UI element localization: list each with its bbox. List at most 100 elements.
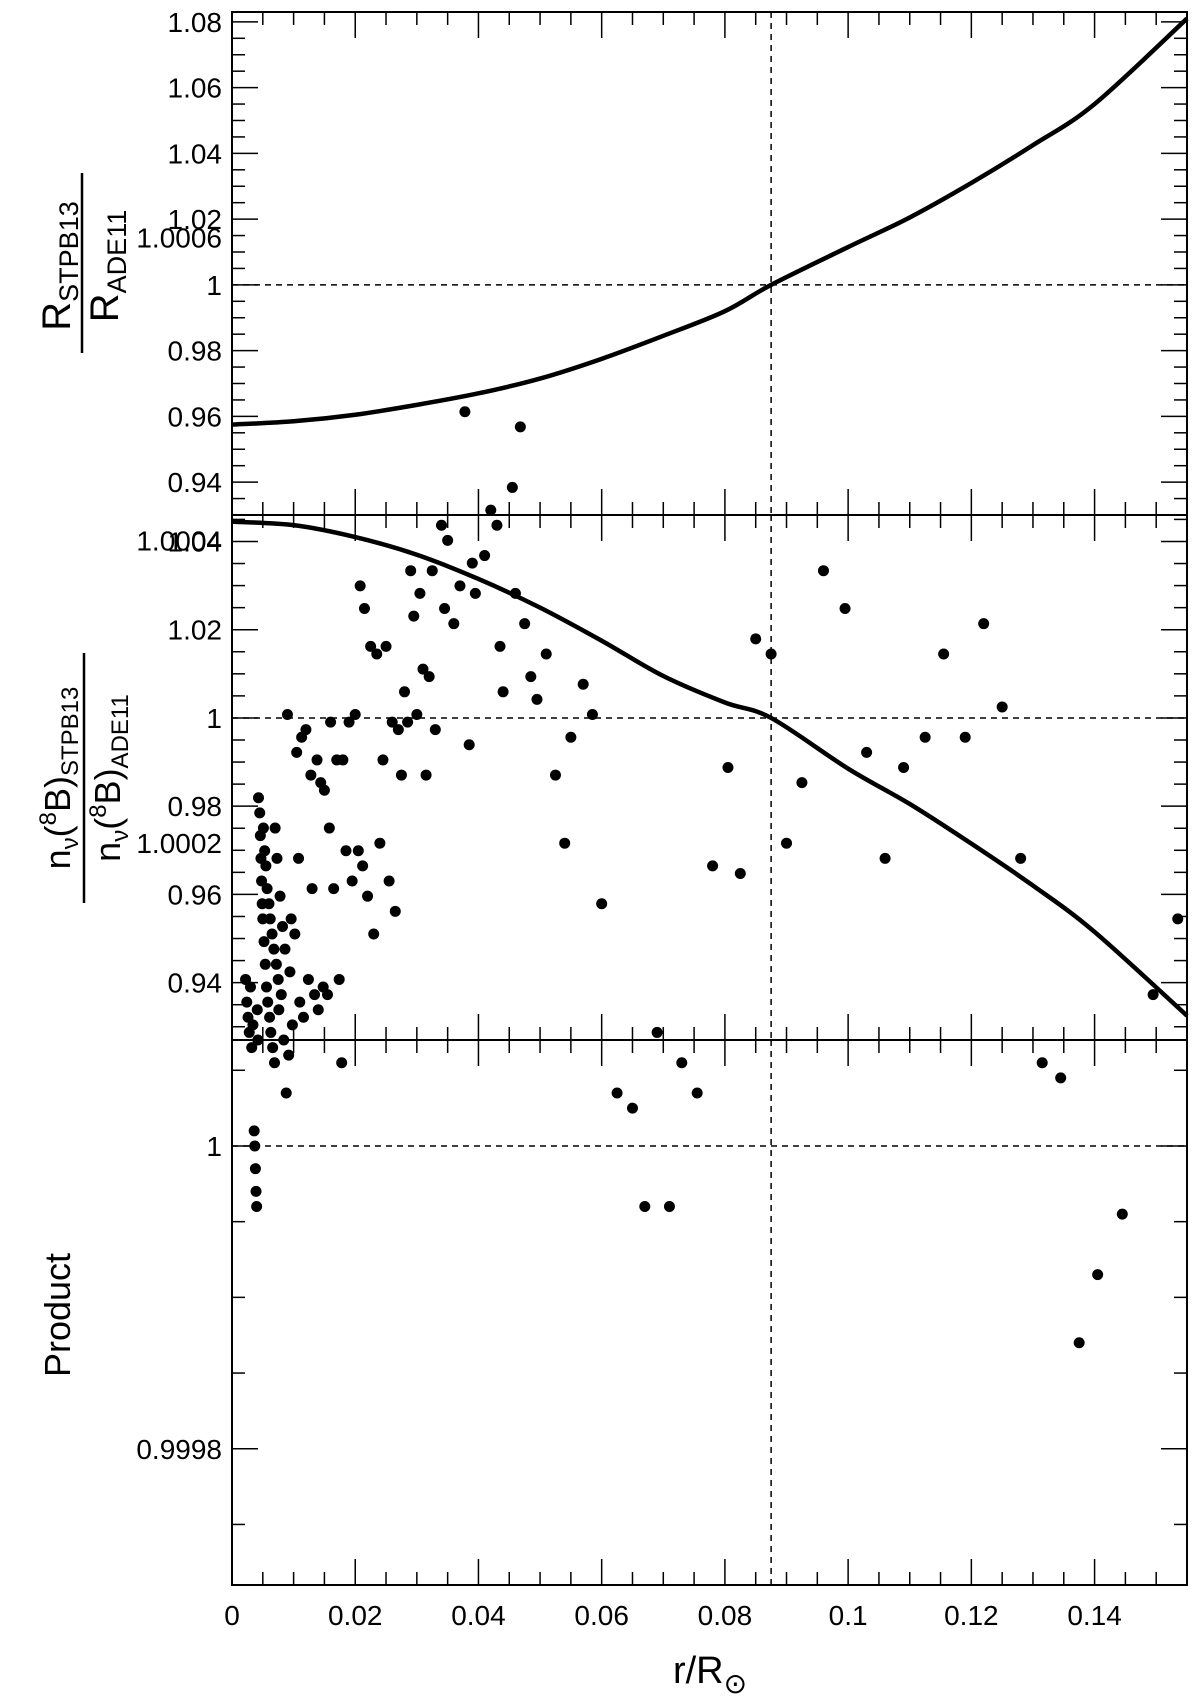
scatter-point bbox=[898, 762, 910, 773]
x-tick-label: 0.02 bbox=[328, 1600, 383, 1631]
scatter-point bbox=[266, 928, 278, 940]
scatter-point bbox=[261, 981, 273, 993]
scatter-point bbox=[294, 996, 306, 1008]
scatter-point bbox=[300, 724, 312, 736]
scatter-point bbox=[469, 587, 481, 599]
scatter-point bbox=[291, 746, 303, 758]
scatter-point bbox=[251, 1201, 263, 1213]
scatter-point bbox=[297, 1011, 309, 1023]
scatter-point bbox=[268, 943, 280, 955]
scatter-point bbox=[519, 618, 531, 630]
scatter-point bbox=[275, 989, 287, 1001]
scatter-point bbox=[485, 504, 497, 516]
scatter-point bbox=[281, 709, 293, 721]
svg-text:nν(8B)STPB13: nν(8B)STPB13 bbox=[35, 687, 84, 870]
scatter-point bbox=[399, 686, 411, 698]
scatter-point bbox=[1116, 1208, 1128, 1220]
scatter-point bbox=[479, 550, 491, 562]
scatter-point bbox=[540, 648, 552, 660]
top-ytick-label: 1.08 bbox=[168, 7, 223, 38]
scatter-point bbox=[264, 913, 276, 925]
scatter-point bbox=[340, 845, 352, 857]
scatter-point bbox=[549, 769, 561, 781]
scatter-point bbox=[817, 565, 829, 577]
scatter-point bbox=[938, 648, 950, 660]
middle-ytick-label: 0.96 bbox=[168, 879, 223, 910]
scatter-point bbox=[392, 724, 404, 736]
scatter-point bbox=[302, 973, 314, 985]
scatter-point bbox=[676, 1057, 688, 1069]
scatter-point bbox=[368, 928, 380, 940]
scatter-point bbox=[494, 640, 506, 652]
scatter-point bbox=[280, 1087, 292, 1099]
scatter-point bbox=[663, 1201, 675, 1213]
middle-ylabel-numerator: n bbox=[37, 849, 78, 869]
scatter-point bbox=[509, 587, 521, 599]
scatter-point bbox=[259, 958, 271, 970]
bottom-ylabel: Product bbox=[37, 1253, 78, 1377]
scatter-point bbox=[380, 640, 392, 652]
bottom-ytick-label: 1.0006 bbox=[136, 223, 222, 254]
top-ytick-label: 0.96 bbox=[168, 401, 223, 432]
scatter-point bbox=[577, 678, 589, 690]
scatter-point bbox=[371, 648, 383, 660]
scatter-point bbox=[322, 989, 333, 1001]
scatter-point bbox=[252, 1034, 264, 1046]
scatter-point bbox=[306, 883, 318, 895]
scatter-point bbox=[497, 686, 509, 698]
svg-text:nν(8B)ADE11: nν(8B)ADE11 bbox=[85, 694, 134, 862]
scatter-point bbox=[312, 1004, 324, 1016]
scatter-point bbox=[293, 852, 305, 864]
scatter-point bbox=[309, 989, 321, 1001]
scatter-point bbox=[491, 519, 503, 531]
top-ylabel-denominator-sub: ADE11 bbox=[102, 210, 132, 294]
middle-ytick-label: 1 bbox=[206, 703, 222, 734]
top-panel: 0.94 0.96 0.98 1 1.02 1.04 1.06 1.08 bbox=[168, 7, 1189, 515]
bottom-panel: 0.9998 1 1.0002 1.0004 1.0006 0 0.02 0.04 0.06 0.… bbox=[136, 223, 1188, 1631]
scatter-point bbox=[318, 784, 330, 796]
scatter-point bbox=[1036, 1057, 1048, 1069]
middle-ylabel: nν(8B)STPB13 nν(8B)ADE11 bbox=[35, 653, 134, 903]
scatter-point bbox=[279, 943, 291, 955]
scatter-point bbox=[265, 1026, 277, 1038]
scatter-point bbox=[707, 860, 719, 872]
scatter-point bbox=[262, 996, 274, 1008]
middle-ytick-label: 0.98 bbox=[168, 791, 223, 822]
x-tick-label: 0.12 bbox=[944, 1600, 999, 1631]
scatter-point bbox=[750, 633, 762, 645]
scatter-point bbox=[323, 822, 335, 834]
scatter-point bbox=[959, 731, 971, 743]
scatter-point bbox=[257, 822, 269, 834]
top-ytick-label: 1.04 bbox=[168, 138, 223, 169]
scatter-point bbox=[247, 1019, 259, 1031]
scatter-point bbox=[1092, 1269, 1104, 1281]
scatter-point bbox=[420, 769, 432, 781]
scatter-point bbox=[879, 852, 891, 864]
scatter-point bbox=[254, 807, 266, 819]
middle-ylabel-denominator-sub: ADE11 bbox=[107, 694, 134, 768]
middle-ylabel-denominator: n bbox=[87, 842, 128, 862]
top-ytick-label: 0.94 bbox=[168, 467, 223, 498]
scatter-point bbox=[260, 860, 272, 872]
scatter-point bbox=[596, 898, 608, 910]
scatter-point bbox=[514, 421, 526, 433]
scatter-point bbox=[365, 640, 377, 652]
scatter-point bbox=[270, 958, 282, 970]
scatter-point bbox=[374, 837, 386, 849]
scatter-point bbox=[611, 1087, 623, 1099]
scatter-point bbox=[377, 754, 389, 766]
scatter-point bbox=[429, 724, 441, 736]
scatter-point bbox=[272, 973, 284, 985]
scatter-point bbox=[333, 973, 345, 985]
middle-ytick-label: 1.04 bbox=[168, 526, 223, 557]
scatter-point bbox=[261, 883, 273, 895]
top-ylabel-denominator: R bbox=[83, 293, 127, 322]
scatter-point bbox=[506, 481, 518, 493]
scatter-point bbox=[252, 792, 264, 804]
scatter-point bbox=[362, 890, 374, 902]
scatter-point bbox=[346, 875, 358, 887]
scatter-point bbox=[459, 406, 471, 418]
scatter-point bbox=[525, 671, 537, 683]
x-tick-label: 0.1 bbox=[829, 1600, 868, 1631]
